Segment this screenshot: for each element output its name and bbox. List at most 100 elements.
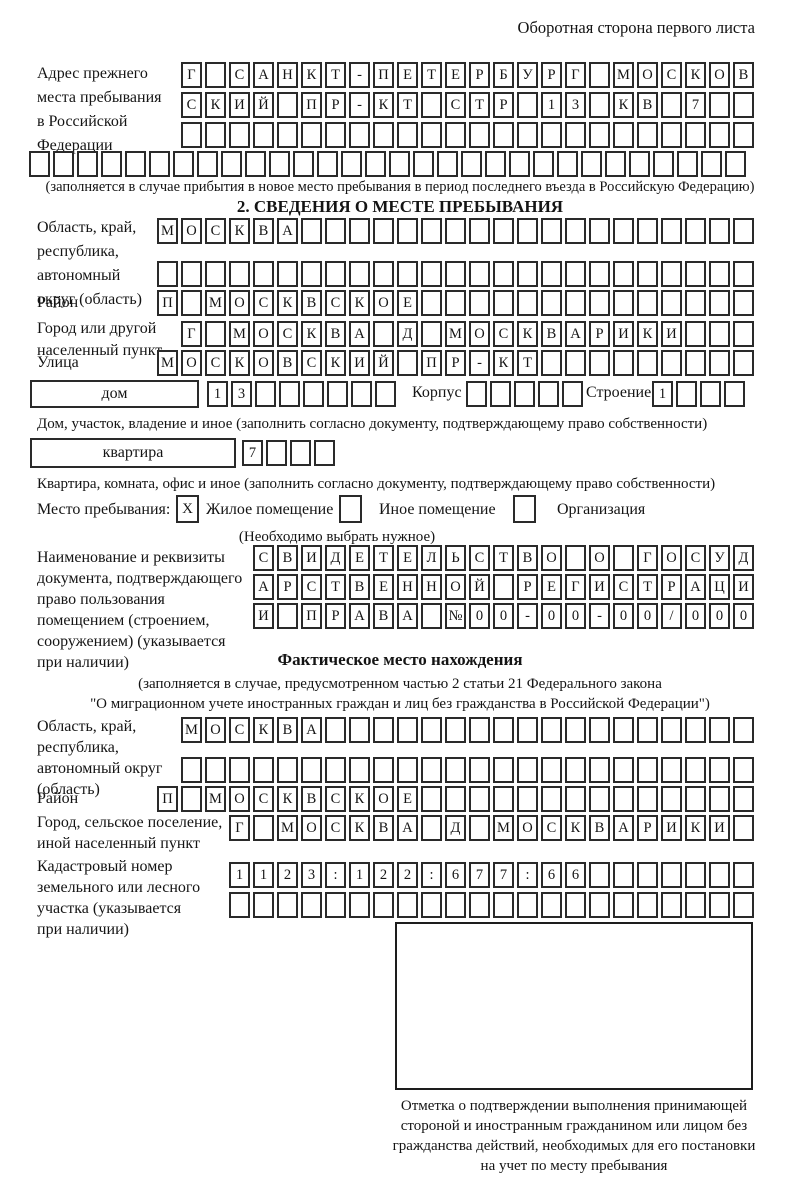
form-cell[interactable]: [661, 717, 682, 743]
form-cell[interactable]: [373, 717, 394, 743]
form-cell[interactable]: [661, 757, 682, 783]
form-cell[interactable]: :: [325, 862, 346, 888]
form-cell[interactable]: [77, 151, 98, 177]
form-cell[interactable]: [589, 892, 610, 918]
form-cell[interactable]: [541, 261, 562, 287]
form-cell[interactable]: [373, 261, 394, 287]
form-cell[interactable]: [493, 574, 514, 600]
apartment-box[interactable]: квартира: [30, 438, 236, 468]
form-cell[interactable]: Е: [349, 545, 370, 571]
form-cell[interactable]: [229, 757, 250, 783]
form-cell[interactable]: В: [301, 786, 322, 812]
form-cell[interactable]: [565, 122, 586, 148]
form-cell[interactable]: Й: [469, 574, 490, 600]
form-cell[interactable]: [375, 381, 396, 407]
form-cell[interactable]: П: [421, 350, 442, 376]
region-row-2[interactable]: [157, 261, 754, 287]
form-cell[interactable]: Е: [397, 62, 418, 88]
form-cell[interactable]: Р: [277, 574, 298, 600]
form-cell[interactable]: [29, 151, 50, 177]
form-cell[interactable]: М: [205, 786, 226, 812]
form-cell[interactable]: А: [301, 717, 322, 743]
form-cell[interactable]: Т: [325, 574, 346, 600]
form-cell[interactable]: М: [157, 350, 178, 376]
form-cell[interactable]: [517, 290, 538, 316]
form-cell[interactable]: [709, 321, 730, 347]
form-cell[interactable]: 1: [207, 381, 228, 407]
form-cell[interactable]: С: [229, 717, 250, 743]
form-cell[interactable]: С: [613, 574, 634, 600]
form-cell[interactable]: С: [253, 545, 274, 571]
form-cell[interactable]: [493, 892, 514, 918]
form-cell[interactable]: [229, 261, 250, 287]
form-cell[interactable]: [613, 122, 634, 148]
form-cell[interactable]: Б: [493, 62, 514, 88]
form-cell[interactable]: [733, 321, 754, 347]
form-cell[interactable]: [541, 350, 562, 376]
form-cell[interactable]: 2: [373, 862, 394, 888]
form-cell[interactable]: [349, 122, 370, 148]
form-cell[interactable]: [724, 381, 745, 407]
form-cell[interactable]: Р: [637, 815, 658, 841]
form-cell[interactable]: [533, 151, 554, 177]
form-cell[interactable]: [445, 757, 466, 783]
form-cell[interactable]: [325, 717, 346, 743]
form-cell[interactable]: [181, 290, 202, 316]
form-cell[interactable]: [469, 757, 490, 783]
form-cell[interactable]: [397, 717, 418, 743]
form-cell[interactable]: [221, 151, 242, 177]
form-cell[interactable]: М: [181, 717, 202, 743]
form-cell[interactable]: [589, 786, 610, 812]
form-cell[interactable]: [421, 892, 442, 918]
stay-type-checkbox-organization[interactable]: [513, 495, 536, 523]
form-cell[interactable]: Г: [637, 545, 658, 571]
form-cell[interactable]: [733, 786, 754, 812]
form-cell[interactable]: 1: [229, 862, 250, 888]
form-cell[interactable]: [733, 892, 754, 918]
form-cell[interactable]: [493, 122, 514, 148]
form-cell[interactable]: К: [517, 321, 538, 347]
form-cell[interactable]: К: [229, 350, 250, 376]
form-cell[interactable]: 7: [242, 440, 263, 466]
form-cell[interactable]: [565, 757, 586, 783]
form-cell[interactable]: [445, 892, 466, 918]
form-cell[interactable]: С: [253, 290, 274, 316]
form-cell[interactable]: 2: [397, 862, 418, 888]
form-cell[interactable]: [589, 261, 610, 287]
form-cell[interactable]: [229, 892, 250, 918]
form-cell[interactable]: К: [685, 815, 706, 841]
form-cell[interactable]: [661, 218, 682, 244]
form-cell[interactable]: [421, 815, 442, 841]
form-cell[interactable]: [469, 786, 490, 812]
form-cell[interactable]: [349, 261, 370, 287]
form-cell[interactable]: [229, 122, 250, 148]
form-cell[interactable]: 1: [349, 862, 370, 888]
form-cell[interactable]: [349, 757, 370, 783]
form-cell[interactable]: [517, 786, 538, 812]
form-cell[interactable]: [445, 218, 466, 244]
form-cell[interactable]: [613, 218, 634, 244]
form-cell[interactable]: [637, 717, 658, 743]
form-cell[interactable]: О: [661, 545, 682, 571]
form-cell[interactable]: [205, 261, 226, 287]
form-cell[interactable]: [421, 757, 442, 783]
form-cell[interactable]: М: [205, 290, 226, 316]
form-cell[interactable]: /: [661, 603, 682, 629]
form-cell[interactable]: [700, 381, 721, 407]
form-cell[interactable]: М: [157, 218, 178, 244]
form-cell[interactable]: [325, 892, 346, 918]
cadastre-row-2[interactable]: [229, 892, 754, 918]
form-cell[interactable]: [317, 151, 338, 177]
form-cell[interactable]: К: [373, 92, 394, 118]
form-cell[interactable]: [605, 151, 626, 177]
form-cell[interactable]: Е: [397, 290, 418, 316]
form-cell[interactable]: [253, 122, 274, 148]
form-cell[interactable]: А: [277, 218, 298, 244]
form-cell[interactable]: [589, 717, 610, 743]
form-cell[interactable]: [509, 151, 530, 177]
form-cell[interactable]: [589, 62, 610, 88]
form-cell[interactable]: [301, 218, 322, 244]
